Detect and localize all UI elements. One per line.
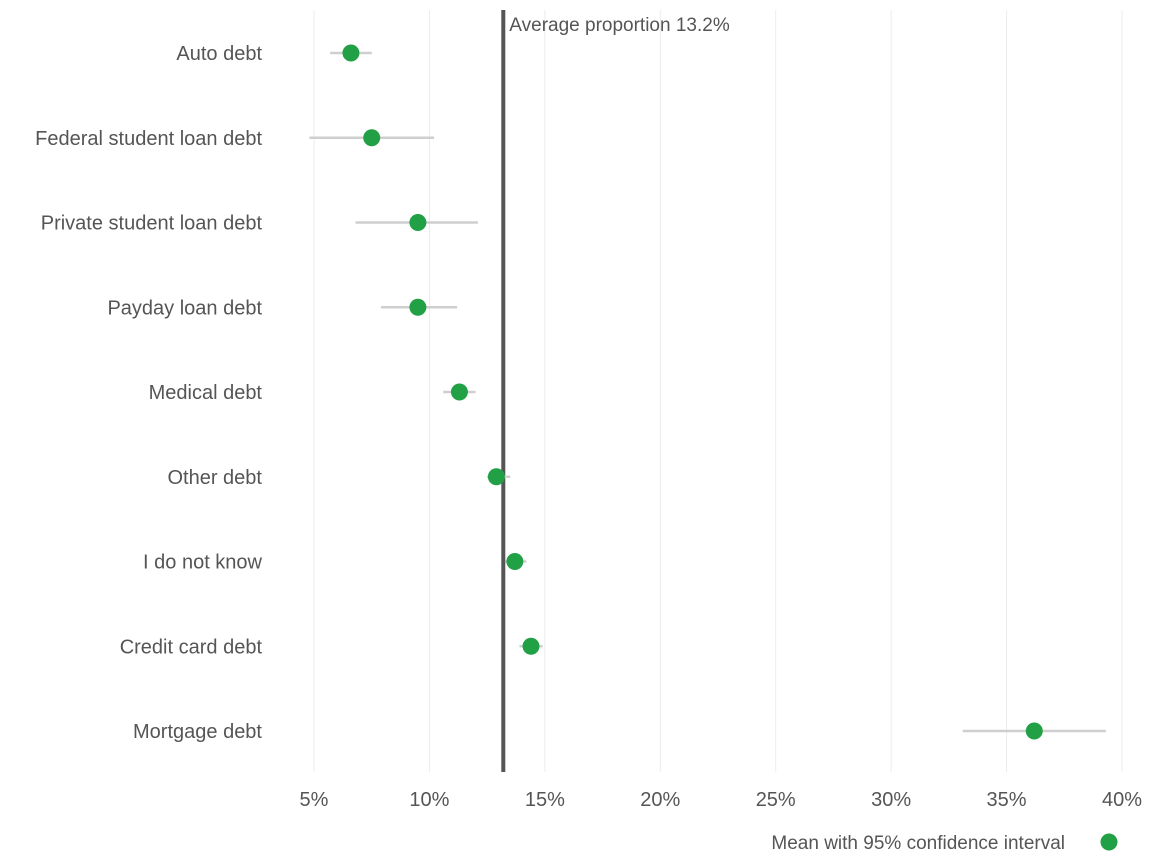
- mean-point: [487, 468, 505, 486]
- category-label: I do not know: [143, 552, 263, 574]
- reference-line-layer: Average proportion 13.2%: [501, 10, 730, 772]
- mean-point: [1025, 722, 1043, 740]
- category-label: Private student loan debt: [41, 213, 263, 235]
- legend: Mean with 95% confidence interval: [771, 833, 1118, 852]
- category-label-layer: Auto debt Federal student loan debt Privat…: [35, 43, 262, 743]
- category-label: Payday loan debt: [107, 297, 262, 319]
- x-tick-label-layer: 5% 10% 15% 20% 25% 30% 35% 40%: [300, 789, 1143, 811]
- mean-point: [450, 383, 468, 401]
- x-tick-label: 35%: [987, 789, 1027, 811]
- x-tick-label: 40%: [1102, 789, 1142, 811]
- mean-point: [363, 129, 381, 147]
- grid-layer: [313, 10, 1123, 772]
- mean-point: [409, 298, 427, 316]
- category-label: Credit card debt: [120, 636, 263, 658]
- mean-point: [522, 637, 540, 655]
- category-label: Mortgage debt: [133, 721, 262, 743]
- average-reference-label: Average proportion 13.2%: [509, 15, 730, 36]
- confidence-interval-layer: [309, 51, 1106, 733]
- x-tick-label: 10%: [409, 789, 449, 811]
- category-label: Auto debt: [176, 43, 262, 65]
- x-tick-label: 30%: [871, 789, 911, 811]
- data-point-layer: [342, 44, 1043, 740]
- category-label: Medical debt: [149, 382, 263, 404]
- legend-marker: [1100, 833, 1118, 851]
- mean-point: [342, 44, 360, 62]
- x-tick-label: 25%: [756, 789, 796, 811]
- x-tick-label: 15%: [525, 789, 565, 811]
- x-tick-label: 20%: [640, 789, 680, 811]
- x-tick-label: 5%: [300, 789, 329, 811]
- category-label: Other debt: [167, 467, 262, 489]
- legend-label: Mean with 95% confidence interval: [771, 833, 1065, 852]
- category-label: Federal student loan debt: [35, 128, 262, 150]
- mean-point: [506, 553, 524, 570]
- mean-point: [409, 214, 427, 231]
